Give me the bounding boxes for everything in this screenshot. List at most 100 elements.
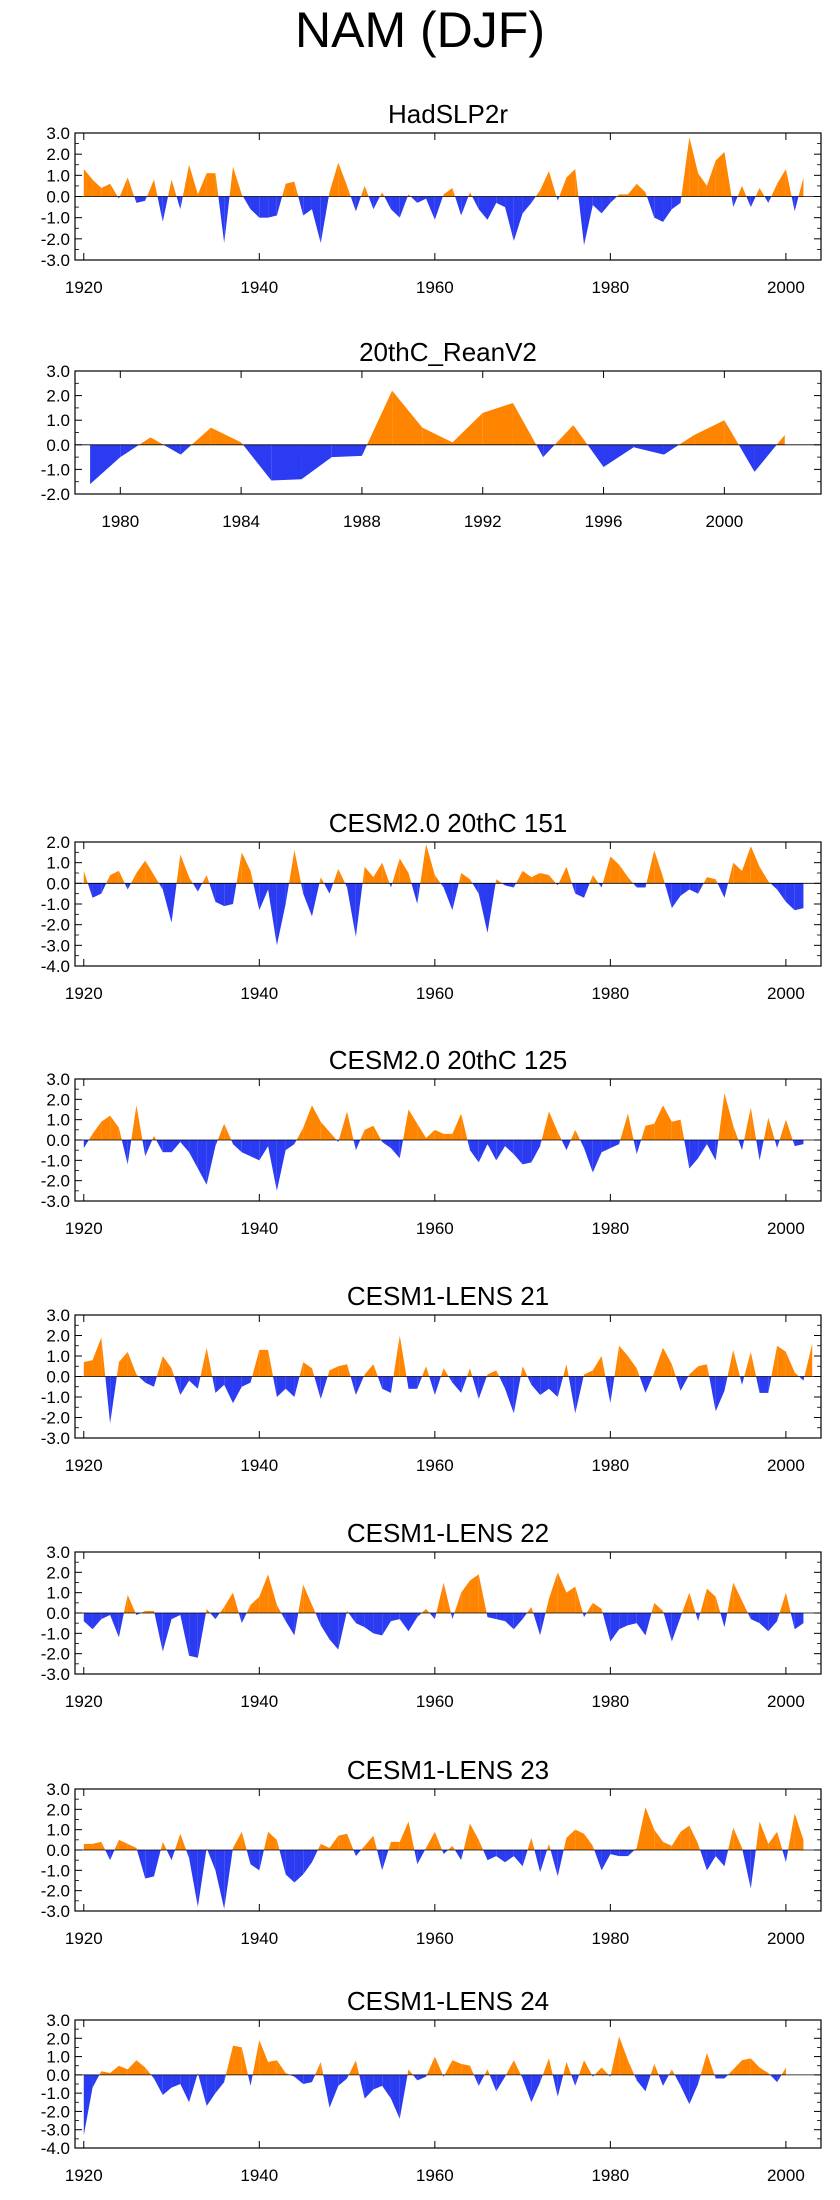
positive-area-segment: [191, 427, 211, 445]
positive-area-segment: [319, 877, 321, 884]
negative-area-segment: [646, 196, 655, 218]
positive-area-segment: [563, 2062, 567, 2075]
negative-area-segment: [232, 883, 237, 904]
negative-area-segment: [610, 1850, 620, 1857]
negative-area-segment: [478, 2074, 485, 2086]
negative-area-segment: [636, 883, 646, 888]
y-tick-label: 3.0: [46, 124, 70, 143]
positive-area-segment: [110, 2065, 119, 2075]
positive-area-segment: [224, 1592, 233, 1613]
positive-area-segment: [408, 1109, 418, 1140]
positive-area-segment: [545, 1598, 549, 1613]
negative-area-segment: [764, 196, 769, 203]
positive-area-segment: [408, 194, 411, 197]
positive-area-segment: [654, 1602, 664, 1613]
negative-area-segment: [750, 1850, 756, 1889]
negative-area-segment: [455, 196, 462, 216]
y-tick-label: 1.0: [46, 854, 70, 873]
positive-area-segment: [127, 177, 135, 197]
negative-area-segment: [162, 1140, 172, 1153]
negative-area-segment: [633, 883, 637, 888]
positive-area-segment: [388, 1841, 391, 1850]
negative-area-segment: [505, 1140, 514, 1155]
negative-area-segment: [399, 1613, 409, 1632]
negative-area-segment: [276, 883, 286, 946]
negative-area-segment: [246, 1850, 251, 1865]
negative-area-segment: [675, 1376, 681, 1391]
negative-area-segment: [314, 1376, 321, 1400]
negative-area-segment: [417, 2074, 427, 2081]
negative-area-segment: [176, 196, 181, 210]
positive-area-segment: [452, 1845, 455, 1850]
positive-area-segment: [443, 1368, 449, 1377]
negative-area-segment: [174, 1376, 181, 1395]
y-tick-label: 2.0: [46, 2029, 70, 2048]
negative-area-segment: [633, 1140, 637, 1155]
negative-area-segment: [598, 883, 602, 888]
positive-area-segment: [285, 2073, 291, 2075]
y-tick-label: 1.0: [46, 2048, 70, 2067]
positive-area-segment: [171, 1368, 175, 1377]
negative-area-segment: [450, 1613, 453, 1620]
positive-area-segment: [768, 2073, 771, 2075]
positive-area-segment: [610, 856, 620, 884]
main-title: NAM (DJF): [295, 2, 545, 58]
negative-area-segment: [276, 1140, 286, 1191]
negative-area-segment: [355, 1850, 362, 1857]
positive-area-segment: [584, 1833, 593, 1850]
plot-frame: [74, 841, 822, 967]
panel-cesm2-151: CESM2.0 20thC 151 2.0 1.00.0 -1.0 -2.0-3.0 -4…: [41, 808, 822, 1003]
positive-area-segment: [627, 2060, 635, 2075]
positive-area-segment: [777, 1831, 783, 1850]
negative-area-segment: [750, 1613, 760, 1624]
negative-area-segment: [171, 1850, 175, 1861]
positive-area-segment: [469, 1574, 479, 1613]
positive-area-segment: [136, 1847, 138, 1850]
negative-area-segment: [472, 1376, 479, 1400]
negative-area-segment: [592, 196, 602, 214]
negative-area-segment: [759, 1613, 769, 1632]
y-tick-label: 2.0: [46, 1800, 70, 1819]
positive-area-segment: [681, 137, 690, 197]
negative-area-segment: [197, 1850, 207, 1907]
y-tick-label: -1.0: [41, 1861, 70, 1880]
positive-area-segment: [798, 177, 804, 197]
negative-area-segment: [540, 1376, 549, 1395]
positive-area-segment: [742, 1600, 748, 1613]
positive-area-segment: [526, 1606, 532, 1613]
negative-area-segment: [320, 1613, 330, 1640]
negative-area-segment: [329, 883, 334, 894]
negative-area-segment: [215, 883, 225, 907]
negative-area-segment: [259, 196, 269, 218]
negative-area-segment: [127, 883, 131, 890]
negative-area-segment: [689, 2074, 699, 2105]
x-tick-label: 1960: [416, 2166, 454, 2185]
positive-area-segment: [426, 1608, 430, 1613]
y-tick-label: 2.0: [46, 833, 70, 852]
negative-area-segment: [324, 883, 330, 894]
positive-area-segment: [724, 420, 739, 445]
negative-area-segment: [486, 1613, 488, 1618]
negative-area-segment: [355, 1376, 364, 1395]
negative-area-segment: [601, 196, 611, 214]
positive-area-segment: [219, 1606, 225, 1613]
positive-area-segment: [654, 1829, 664, 1850]
positive-area-segment: [646, 850, 655, 884]
positive-area-segment: [566, 1829, 576, 1850]
positive-area-segment: [689, 1592, 696, 1613]
positive-area-segment: [180, 1833, 187, 1850]
negative-area-segment: [359, 2074, 365, 2099]
positive-area-segment: [636, 183, 646, 197]
negative-area-segment: [513, 1850, 523, 1867]
x-tick-label: 1980: [591, 984, 629, 1003]
positive-area-segment: [768, 881, 771, 884]
negative-area-segment: [619, 1140, 621, 1145]
negative-area-segment: [555, 883, 558, 886]
negative-area-segment: [478, 196, 488, 220]
negative-area-segment: [189, 1140, 198, 1169]
x-tick-label: 1960: [416, 1692, 454, 1711]
negative-area-segment: [218, 196, 225, 244]
positive-area-segment: [348, 2060, 356, 2075]
positive-area-segment: [468, 192, 470, 197]
negative-area-segment: [224, 883, 233, 907]
